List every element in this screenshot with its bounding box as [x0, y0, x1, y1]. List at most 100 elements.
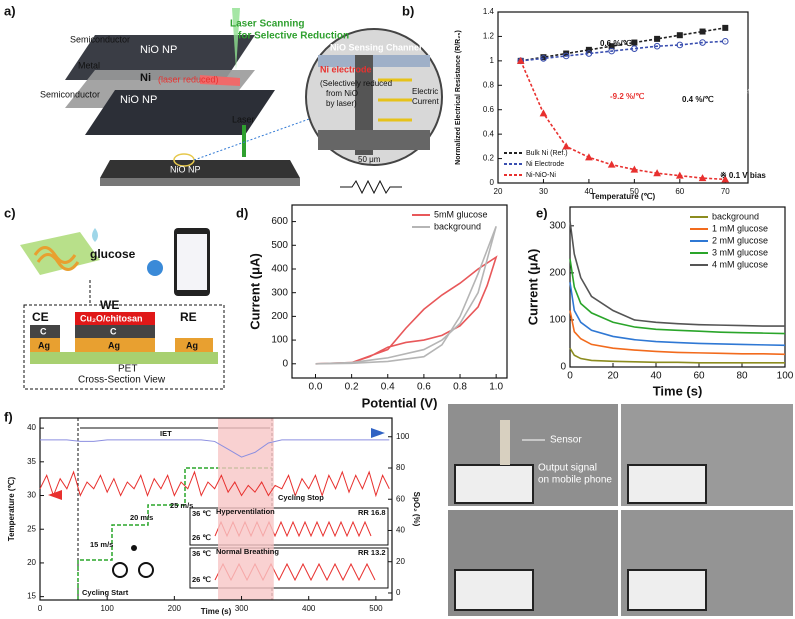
phone-screen	[627, 464, 707, 504]
y2-tick-label: 100	[396, 432, 410, 441]
layer-bottom	[85, 90, 275, 135]
legend-label: 1 mM glucose	[712, 223, 768, 233]
label: (Selectively reduced	[320, 79, 392, 88]
drop	[92, 228, 98, 242]
marker	[540, 55, 547, 62]
marker	[585, 46, 592, 53]
y-tick-label: 300	[549, 220, 566, 231]
label: NiO NP	[140, 44, 177, 56]
plot-frame	[39, 417, 393, 601]
bike-icon	[138, 562, 154, 578]
y-tick-label: 400	[271, 264, 288, 275]
diagram-a: Laser Scanning for Selective Reduction S…	[40, 8, 443, 195]
plot-frame	[497, 11, 749, 184]
x-tick-label: 40	[584, 187, 593, 196]
legend-label: Ni Electrode	[526, 161, 564, 168]
ag-re	[175, 338, 213, 352]
label: by laser)	[326, 99, 357, 108]
bike-icon	[112, 562, 128, 578]
x-tick-label: 0.8	[453, 382, 467, 393]
marker	[539, 109, 548, 117]
panel-label: f)	[4, 409, 13, 424]
label: glucose	[90, 247, 136, 261]
y-tick-label: 100	[271, 335, 288, 346]
label: Cross-Section View	[78, 375, 166, 386]
x-tick-label: 100	[100, 604, 114, 613]
label: Semiconductor	[70, 34, 130, 44]
y-tick-label: 300	[271, 287, 288, 298]
label: Laser Scanning	[230, 19, 304, 30]
section-box	[23, 304, 225, 390]
photos-g: Sensor Output signal on mobile phone	[448, 404, 793, 616]
marker	[675, 171, 684, 179]
electrodes	[33, 246, 80, 271]
label: Current	[412, 97, 439, 106]
speed-profile	[77, 467, 272, 600]
label: Ni	[140, 72, 151, 84]
label: Output signal	[538, 463, 597, 474]
series-line	[569, 347, 785, 364]
laser-nozzle	[242, 125, 246, 157]
y-tick-label: 0	[560, 362, 566, 373]
legend-label: 4 mM glucose	[712, 259, 768, 269]
x-tick-label: 0.2	[345, 382, 359, 393]
series-line	[40, 439, 390, 458]
y2-tick-label: 80	[396, 463, 405, 472]
y2-axis-label: SpO₂ (%)	[412, 492, 421, 527]
y2-tick-label: 60	[396, 494, 405, 503]
label: C	[110, 326, 117, 336]
chip-side	[100, 178, 300, 186]
marker	[631, 45, 638, 52]
marker	[699, 39, 706, 46]
legend-label: 5mM glucose	[434, 209, 488, 219]
marker	[585, 50, 593, 57]
y-axis-label: Normalized Electrical Resistance (R/R₂₅)	[455, 30, 462, 165]
series-line	[569, 258, 786, 335]
laser-beam	[232, 8, 240, 70]
zoom-line	[193, 117, 313, 161]
annotation: RR 13.2	[358, 548, 386, 557]
phone-screen	[454, 569, 534, 611]
y-tick-label: 1.4	[483, 7, 495, 16]
y-tick-label: 200	[271, 311, 288, 322]
y-tick-label: 25	[27, 524, 36, 533]
phone-screen	[627, 569, 707, 611]
label: PET	[118, 364, 137, 375]
label: Ni electrode	[320, 64, 372, 74]
marker	[654, 35, 661, 42]
annotation: Normal Breathing	[216, 547, 279, 556]
y-tick-label: 0.2	[483, 154, 495, 163]
x-tick-label: 60	[675, 187, 684, 196]
label: from NiO	[326, 89, 358, 98]
x-tick-label: 30	[539, 187, 548, 196]
label: C	[40, 326, 47, 336]
x-tick-label: 100	[777, 371, 794, 382]
legend-label: 3 mM glucose	[712, 247, 768, 257]
series-line	[520, 40, 726, 62]
label: on mobile phone	[538, 475, 612, 486]
c-ce	[30, 325, 60, 338]
pet-layer	[30, 352, 218, 364]
series-line	[569, 310, 786, 356]
panel-label: c)	[4, 205, 16, 220]
x-axis-label: Temperature (℃)	[591, 192, 656, 201]
marker	[676, 32, 683, 39]
x-tick-label: 80	[736, 371, 748, 382]
marker	[676, 41, 684, 49]
marker	[585, 153, 593, 161]
label: WE	[100, 298, 119, 312]
y2-tick-label: 20	[396, 557, 405, 566]
annotation: 0.6 %/℃	[600, 39, 632, 48]
plot-frame	[291, 204, 508, 379]
y-tick-label: 35	[27, 457, 36, 466]
label: Ag	[186, 340, 198, 350]
marker	[631, 39, 638, 46]
series-line	[520, 27, 726, 62]
y-tick-label: 1	[490, 56, 495, 65]
x-tick-label: 0.4	[381, 382, 395, 393]
marker	[608, 47, 615, 55]
x-tick-label: 400	[302, 604, 316, 613]
label: 50 μm	[358, 155, 381, 164]
x-tick-label: 200	[168, 604, 182, 613]
legend-label: Bulk Ni (Ref.)	[526, 150, 568, 157]
